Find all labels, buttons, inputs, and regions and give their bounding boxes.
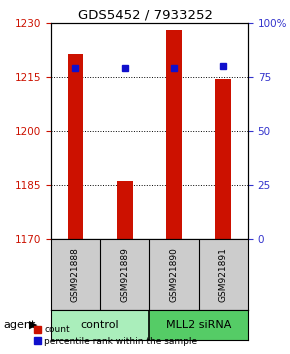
Bar bbox=[166, 30, 182, 239]
Text: MLL2 siRNA: MLL2 siRNA bbox=[166, 320, 231, 330]
Legend: count, percentile rank within the sample: count, percentile rank within the sample bbox=[34, 325, 197, 346]
Text: agent: agent bbox=[3, 320, 35, 330]
Bar bbox=[68, 53, 83, 239]
Text: control: control bbox=[81, 320, 119, 330]
Text: GDS5452 / 7933252: GDS5452 / 7933252 bbox=[77, 9, 213, 22]
Text: GSM921891: GSM921891 bbox=[219, 247, 228, 302]
Text: GSM921888: GSM921888 bbox=[71, 247, 80, 302]
Bar bbox=[117, 181, 133, 239]
Text: ▶: ▶ bbox=[29, 320, 38, 330]
Text: GSM921889: GSM921889 bbox=[120, 247, 129, 302]
Text: GSM921890: GSM921890 bbox=[169, 247, 179, 302]
Bar bbox=[215, 79, 231, 239]
